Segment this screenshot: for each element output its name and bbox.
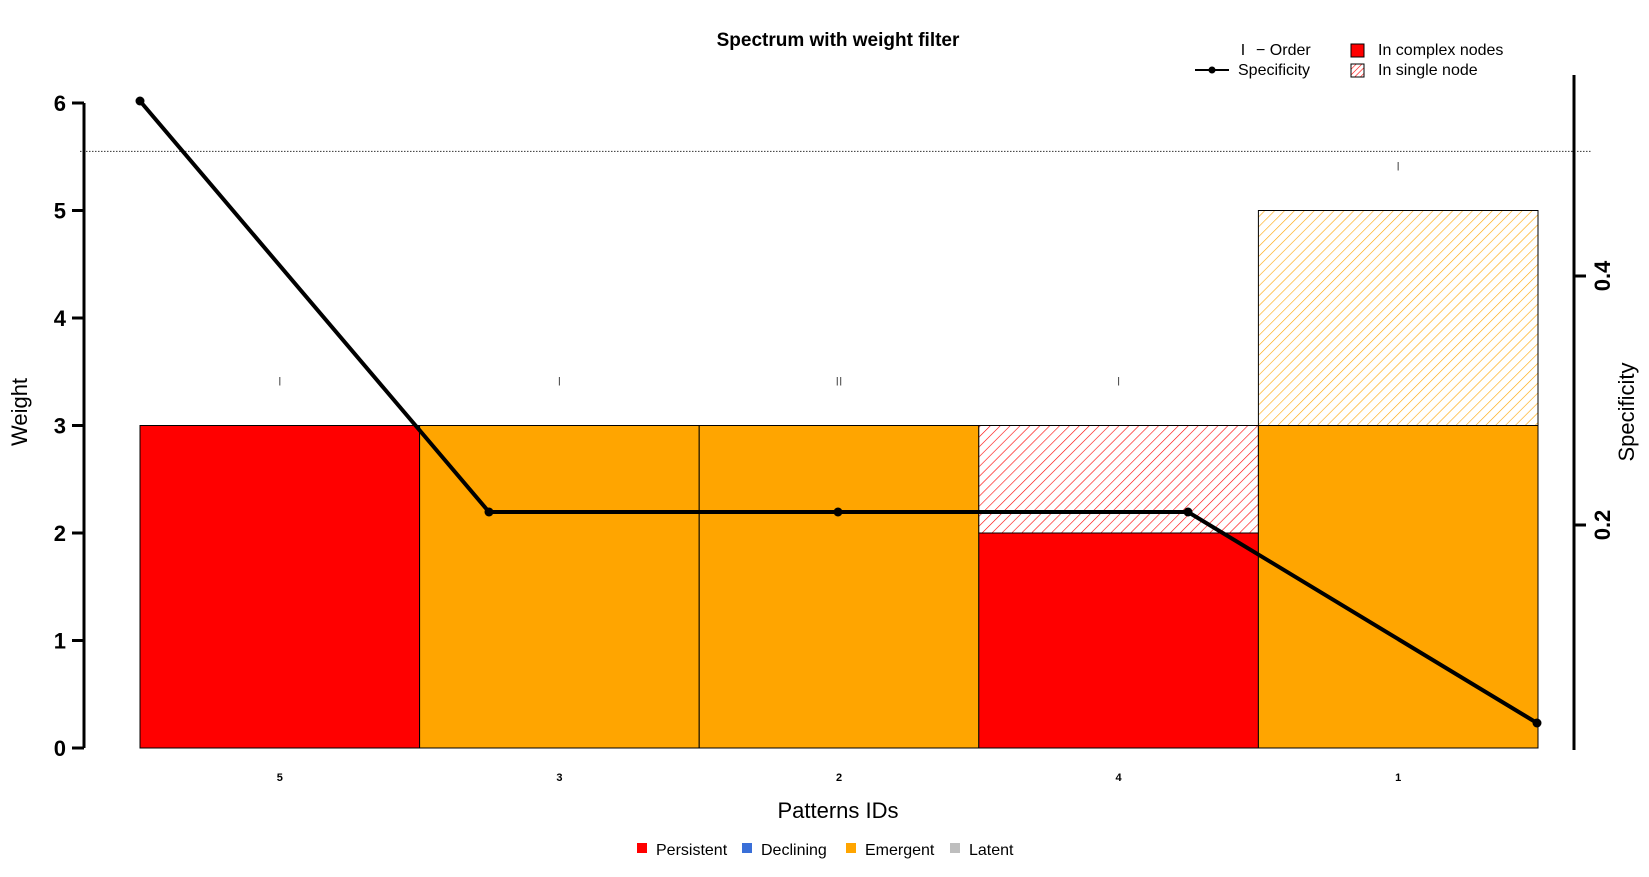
order-legend-label: − Order <box>1256 42 1311 59</box>
y2-axis-title: Specificity <box>1614 362 1639 461</box>
bar-complex-2 <box>698 425 980 749</box>
x-tick-label-1: 1 <box>1395 772 1401 784</box>
legend-swatch-latent <box>950 843 960 853</box>
legend-label-declining: Declining <box>761 842 827 859</box>
y-tick-label-3: 3 <box>54 414 66 439</box>
specificity-point-3 <box>484 507 494 517</box>
y-tick-label-1: 1 <box>54 629 66 654</box>
x-tick-label-2: 2 <box>836 772 842 784</box>
single-legend-label: In single node <box>1378 62 1478 79</box>
x-tick-label-4: 4 <box>1116 772 1123 784</box>
y2-tick-label-0.2: 0.2 <box>1590 510 1615 541</box>
order-mark-2: II <box>836 375 843 389</box>
legend-swatch-emergent <box>846 843 856 853</box>
specificity-legend-label: Specificity <box>1238 62 1310 79</box>
single-legend-swatch <box>1350 63 1365 78</box>
legend-swatch-persistent <box>637 843 647 853</box>
y-tick-label-4: 4 <box>54 306 67 331</box>
order-legend-symbol: I <box>1241 42 1245 59</box>
chart-title: Spectrum with weight filter <box>717 30 960 51</box>
y-tick-label-2: 2 <box>54 521 66 546</box>
top-legend: I − Order Specificity In complex nodes I… <box>1195 42 1503 79</box>
status-legend: Persistent Declining Emergent Latent <box>637 842 1014 859</box>
order-mark-4: I <box>1117 375 1120 389</box>
legend-label-emergent: Emergent <box>865 842 935 859</box>
specificity-point-1 <box>1532 718 1542 728</box>
x-tick-label-3: 3 <box>556 772 562 784</box>
order-mark-5: I <box>278 375 281 389</box>
complex-legend-label: In complex nodes <box>1378 42 1503 59</box>
x-axis-title: Patterns IDs <box>777 798 898 823</box>
specificity-point-4 <box>1183 507 1193 517</box>
bar-complex-4 <box>978 532 1259 749</box>
order-mark-3: I <box>558 375 561 389</box>
bar-single-4 <box>978 425 1259 534</box>
complex-legend-swatch <box>1350 43 1365 58</box>
specificity-point-2 <box>833 507 843 517</box>
y-tick-label-5: 5 <box>54 199 66 224</box>
y-axis-title: Weight <box>7 378 32 446</box>
plot-area: I 5 I 3 II 2 I 4 I 1 0 1 2 3 4 5 6 0.2 0.4 <box>54 75 1615 784</box>
legend-label-persistent: Persistent <box>656 842 728 859</box>
legend-label-latent: Latent <box>969 842 1014 859</box>
y2-tick-label-0.4: 0.4 <box>1590 260 1615 291</box>
order-mark-1: I <box>1397 160 1400 174</box>
y-tick-label-6: 6 <box>54 91 66 116</box>
specificity-legend-marker <box>1208 66 1216 74</box>
bar-single-1 <box>1257 210 1539 426</box>
x-tick-label-5: 5 <box>277 772 283 784</box>
bar-complex-3 <box>419 425 700 749</box>
specificity-point-5 <box>135 96 145 106</box>
bar-complex-5 <box>139 425 421 749</box>
legend-swatch-declining <box>742 843 752 853</box>
y-tick-label-0: 0 <box>54 736 66 761</box>
